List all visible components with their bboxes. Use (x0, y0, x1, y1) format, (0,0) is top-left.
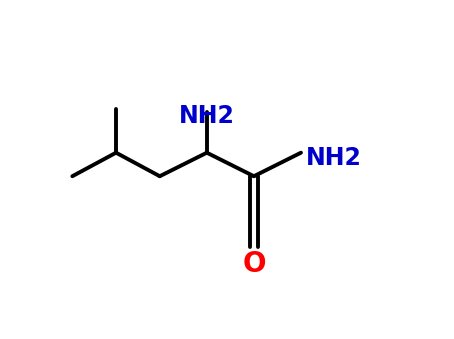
Text: O: O (242, 250, 266, 278)
Text: NH2: NH2 (179, 104, 235, 128)
Text: NH2: NH2 (306, 146, 362, 170)
